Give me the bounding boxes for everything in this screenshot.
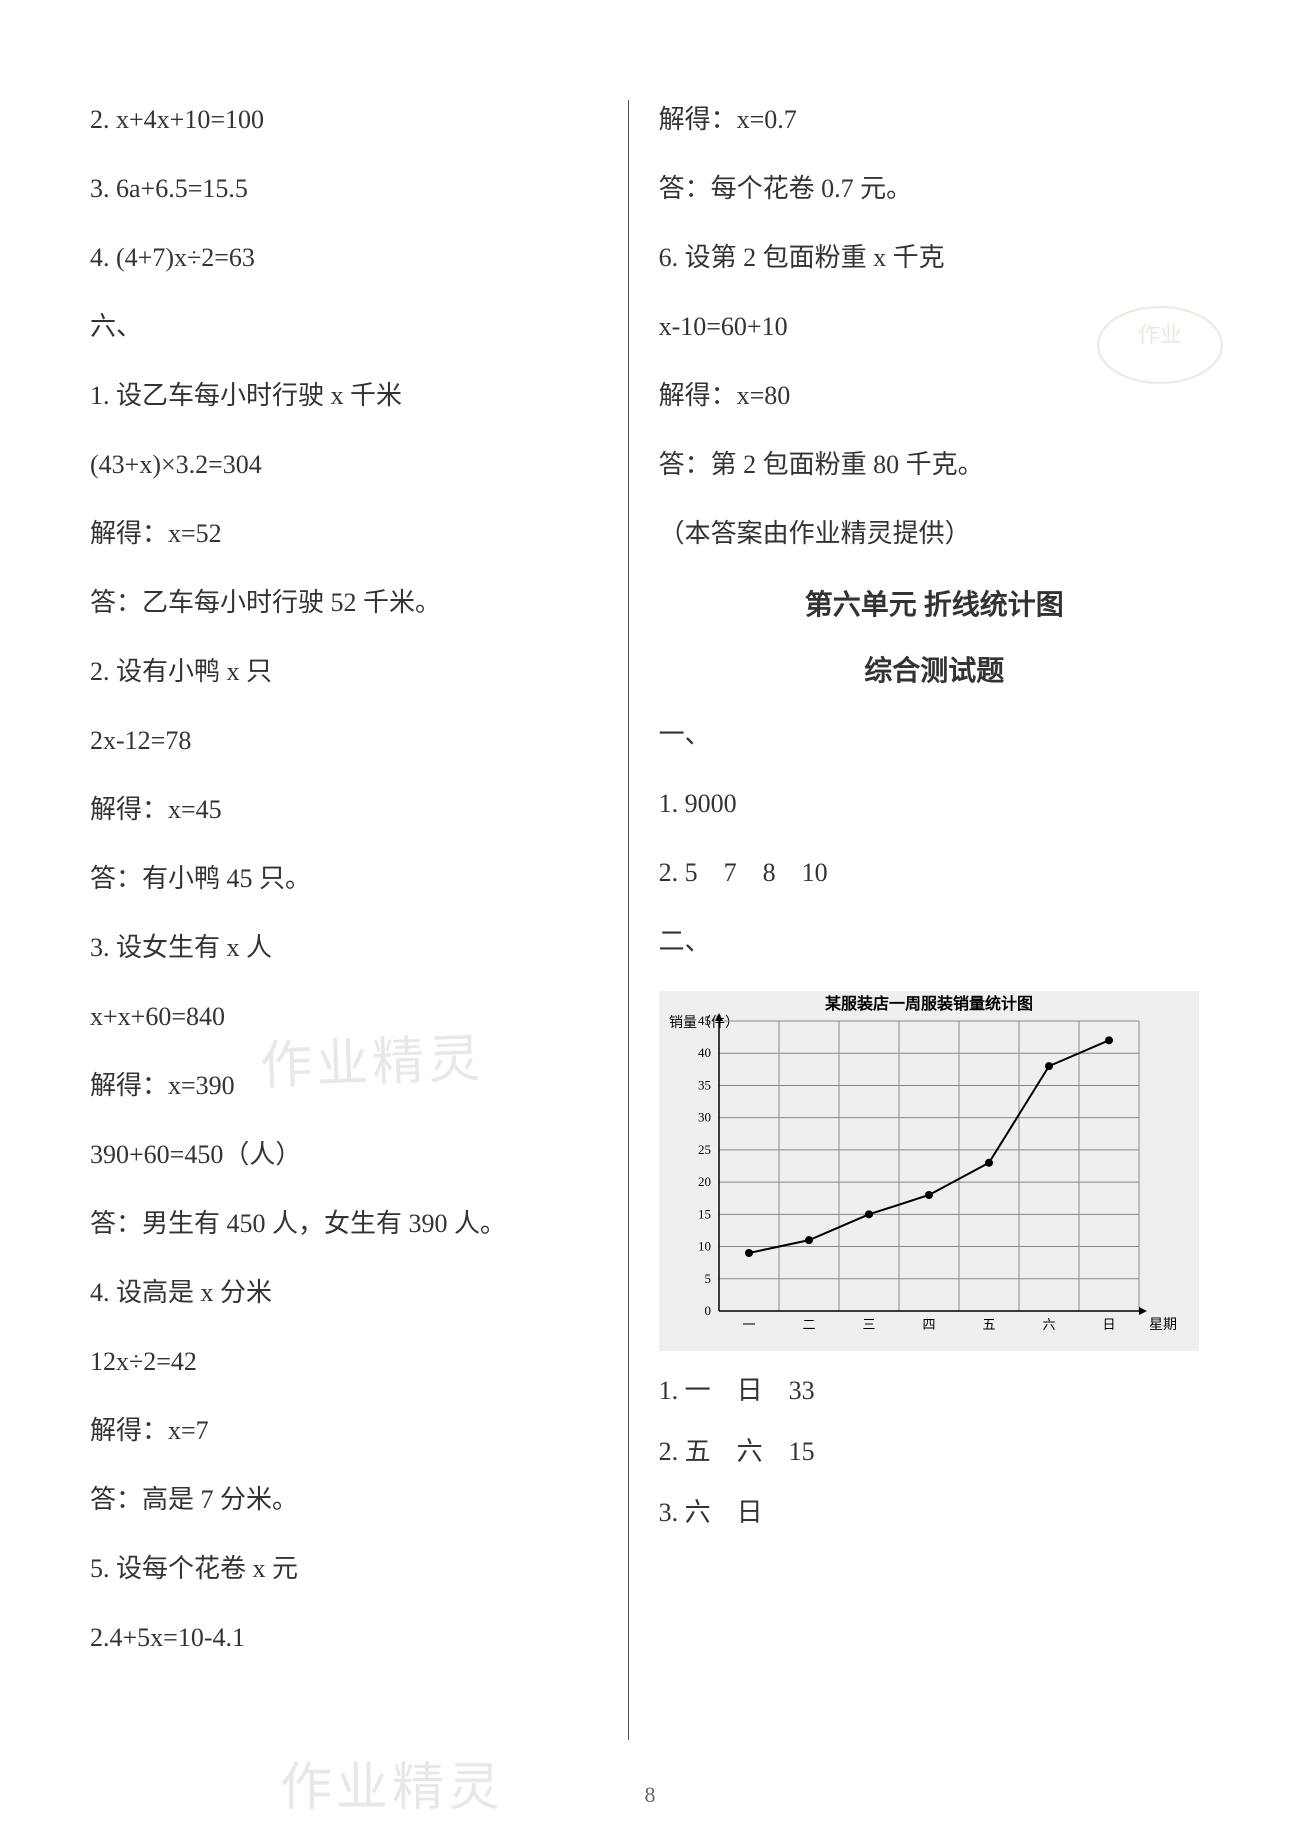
text-line: 解得：x=80 [659,376,1210,415]
text-line: 答：乙车每小时行驶 52 千米。 [90,583,598,622]
text-line: 二、 [659,922,1210,961]
text-line: 解得：x=0.7 [659,100,1210,139]
svg-text:三: 三 [862,1317,875,1332]
text-line: 2. x+4x+10=100 [90,100,598,139]
svg-text:0: 0 [704,1303,711,1318]
text-line: 3. 设女生有 x 人 [90,928,598,967]
svg-text:10: 10 [698,1239,711,1254]
text-line: 2. 五 六 15 [659,1432,1210,1471]
unit-title: 第六单元 折线统计图 [659,583,1210,623]
svg-text:35: 35 [698,1077,711,1092]
text-line: 6. 设第 2 包面粉重 x 千克 [659,238,1210,277]
svg-text:五: 五 [982,1317,995,1332]
text-line: 1. 9000 [659,784,1210,823]
text-line: 2. 5 7 8 10 [659,853,1210,892]
svg-text:40: 40 [698,1045,711,1060]
text-line: （本答案由作业精灵提供） [659,514,1210,553]
svg-text:25: 25 [698,1142,711,1157]
svg-text:某服装店一周服装销量统计图: 某服装店一周服装销量统计图 [824,994,1033,1013]
right-column: 解得：x=0.7 答：每个花卷 0.7 元。 6. 设第 2 包面粉重 x 千克… [628,100,1210,1740]
text-line: 3. 六 日 [659,1493,1210,1532]
svg-text:日: 日 [1102,1317,1115,1332]
text-line: 一、 [659,715,1210,754]
text-line: 解得：x=45 [90,790,598,829]
text-line: x-10=60+10 [659,307,1210,346]
text-line: 2. 设有小鸭 x 只 [90,652,598,691]
text-line: 答：男生有 450 人，女生有 390 人。 [90,1204,598,1243]
text-line: 答：第 2 包面粉重 80 千克。 [659,445,1210,484]
svg-text:六: 六 [1042,1317,1055,1332]
svg-text:20: 20 [698,1174,711,1189]
text-line: 答：高是 7 分米。 [90,1480,598,1519]
text-line: 答：有小鸭 45 只。 [90,859,598,898]
svg-text:45: 45 [698,1013,711,1028]
svg-text:一: 一 [742,1317,755,1332]
text-line: 2.4+5x=10-4.1 [90,1618,598,1657]
svg-text:二: 二 [802,1317,815,1332]
svg-text:5: 5 [704,1271,711,1286]
text-line: x+x+60=840 [90,997,598,1036]
svg-text:星期: 星期 [1149,1317,1177,1333]
svg-text:四: 四 [922,1317,935,1332]
text-line: 1. 一 日 33 [659,1371,1210,1410]
text-line: 解得：x=7 [90,1411,598,1450]
svg-text:15: 15 [698,1206,711,1221]
line-chart: 某服装店一周服装销量统计图销量（件）星期051015202530354045一二… [659,991,1210,1351]
test-title: 综合测试题 [659,649,1210,689]
text-line: 390+60=450（人） [90,1135,598,1174]
text-line: 12x÷2=42 [90,1342,598,1381]
svg-text:30: 30 [698,1110,711,1125]
text-line: 4. (4+7)x÷2=63 [90,238,598,277]
text-line: 六、 [90,307,598,346]
text-line: 4. 设高是 x 分米 [90,1273,598,1312]
text-line: 答：每个花卷 0.7 元。 [659,169,1210,208]
text-line: 解得：x=390 [90,1066,598,1105]
text-line: 解得：x=52 [90,514,598,553]
text-line: 2x-12=78 [90,721,598,760]
chart-svg: 某服装店一周服装销量统计图销量（件）星期051015202530354045一二… [659,991,1199,1351]
text-line: 1. 设乙车每小时行驶 x 千米 [90,376,598,415]
text-line: 3. 6a+6.5=15.5 [90,169,598,208]
left-column: 2. x+4x+10=100 3. 6a+6.5=15.5 4. (4+7)x÷… [90,100,628,1740]
text-line: (43+x)×3.2=304 [90,445,598,484]
text-line: 5. 设每个花卷 x 元 [90,1549,598,1588]
page-number: 8 [0,1782,1300,1808]
